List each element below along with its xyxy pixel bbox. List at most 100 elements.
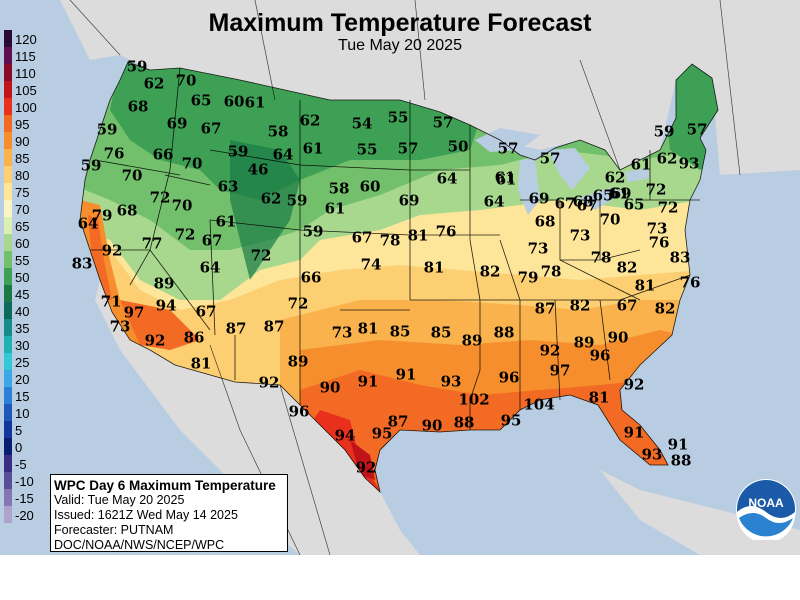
legend-row: -10 [4, 472, 50, 489]
city-temperature-value: 73 [527, 239, 549, 258]
info-box-header: WPC Day 6 Maximum Temperature [54, 478, 276, 493]
city-temperature-value: 67 [616, 296, 638, 315]
city-temperature-value: 73 [331, 323, 353, 342]
city-temperature-value: 91 [395, 365, 417, 384]
city-temperature-value: 64 [483, 192, 505, 211]
city-temperature-value: 82 [616, 258, 638, 277]
city-temperature-value: 96 [498, 368, 520, 387]
legend-swatch [4, 234, 12, 251]
city-temperature-value: 77 [141, 234, 163, 253]
city-temperature-value: 85 [389, 322, 411, 341]
legend-swatch [4, 404, 12, 421]
city-temperature-value: 88 [670, 451, 692, 470]
city-temperature-value: 92 [144, 331, 166, 350]
city-temperature-value: 92 [539, 341, 561, 360]
map-title: Maximum Temperature Forecast [208, 9, 592, 37]
city-temperature-value: 60 [223, 92, 245, 111]
city-temperature-value: 65 [592, 186, 614, 205]
city-temperature-value: 69 [528, 189, 550, 208]
legend-swatch [4, 149, 12, 166]
city-temperature-value: 94 [334, 426, 356, 445]
city-temperature-value: 89 [573, 333, 595, 352]
legend-row: 10 [4, 404, 50, 421]
city-temperature-value: 62 [604, 168, 626, 187]
city-temperature-value: 67 [201, 231, 223, 250]
city-temperature-value: 93 [641, 445, 663, 464]
noaa-logo-text: NOAA [748, 496, 784, 510]
city-temperature-value: 76 [648, 233, 670, 252]
city-temperature-value: 95 [500, 411, 522, 430]
city-temperature-value: 78 [379, 231, 401, 250]
legend-swatch [4, 98, 12, 115]
city-temperature-value: 59 [80, 156, 102, 175]
city-temperature-value: 89 [153, 274, 175, 293]
city-temperature-value: 68 [127, 97, 149, 116]
city-temperature-value: 66 [152, 145, 174, 164]
city-temperature-value: 96 [589, 346, 611, 365]
legend-label: -10 [15, 474, 34, 489]
legend-label: 115 [15, 49, 36, 64]
legend-row: 30 [4, 336, 50, 353]
city-temperature-value: 96 [288, 402, 310, 421]
legend-row: 90 [4, 132, 50, 149]
legend-row: -15 [4, 489, 50, 506]
legend-swatch [4, 455, 12, 472]
legend-label: 80 [15, 168, 30, 183]
city-temperature-value: 73 [646, 219, 668, 238]
city-temperature-value: 69 [610, 184, 632, 203]
city-temperature-value: 70 [175, 71, 197, 90]
legend-row: 35 [4, 319, 50, 336]
city-temperature-value: 95 [371, 424, 393, 443]
legend-swatch [4, 47, 12, 64]
legend-label: 60 [15, 236, 30, 251]
city-temperature-value: 82 [479, 262, 501, 281]
city-temperature-value: 58 [328, 179, 350, 198]
legend-swatch [4, 353, 12, 370]
city-temperature-value: 81 [588, 388, 610, 407]
city-temperature-value: 79 [91, 206, 113, 225]
legend-label: -15 [15, 491, 34, 506]
city-temperature-value: 90 [421, 416, 443, 435]
city-temperature-value: 83 [71, 254, 93, 273]
city-temperature-value: 67 [554, 194, 576, 213]
city-temperature-value: 81 [190, 354, 212, 373]
city-temperature-value: 93 [440, 372, 462, 391]
city-temperature-value: 63 [217, 177, 239, 196]
city-temperature-value: 55 [356, 140, 378, 159]
city-temperature-value: 74 [360, 255, 382, 274]
legend-row: 65 [4, 217, 50, 234]
city-temperature-value: 90 [319, 378, 341, 397]
legend-row: 75 [4, 183, 50, 200]
city-temperature-value: 67 [195, 302, 217, 321]
city-temperature-value: 57 [497, 139, 519, 158]
legend-swatch [4, 217, 12, 234]
city-temperature-value: 91 [667, 435, 689, 454]
forecaster-name: Forecaster: PUTNAM [54, 523, 174, 537]
city-temperature-value: 87 [534, 299, 556, 318]
legend-label: 45 [15, 287, 30, 302]
legend-row: 40 [4, 302, 50, 319]
city-temperature-value: 61 [324, 199, 346, 218]
legend-swatch [4, 30, 12, 47]
city-temperature-value: 59 [286, 191, 308, 210]
legend-label: 55 [15, 253, 30, 268]
city-temperature-value: 82 [654, 299, 676, 318]
city-temperature-value: 72 [657, 198, 679, 217]
city-temperature-value: 94 [155, 296, 177, 315]
city-temperature-value: 54 [351, 114, 373, 133]
legend-row: -20 [4, 506, 50, 523]
legend-swatch [4, 268, 12, 285]
noaa-logo: NOAA [736, 479, 796, 540]
legend-swatch [4, 115, 12, 132]
city-temperature-value: 67 [351, 228, 373, 247]
city-temperature-value: 70 [171, 196, 193, 215]
city-temperature-value: 92 [258, 373, 280, 392]
legend-row: 55 [4, 251, 50, 268]
legend-row: 105 [4, 81, 50, 98]
city-temperature-value: 57 [686, 120, 708, 139]
city-temperature-value: 81 [423, 258, 445, 277]
city-temperature-value: 64 [436, 169, 458, 188]
legend-swatch [4, 438, 12, 455]
legend-swatch [4, 336, 12, 353]
legend-row: 5 [4, 421, 50, 438]
